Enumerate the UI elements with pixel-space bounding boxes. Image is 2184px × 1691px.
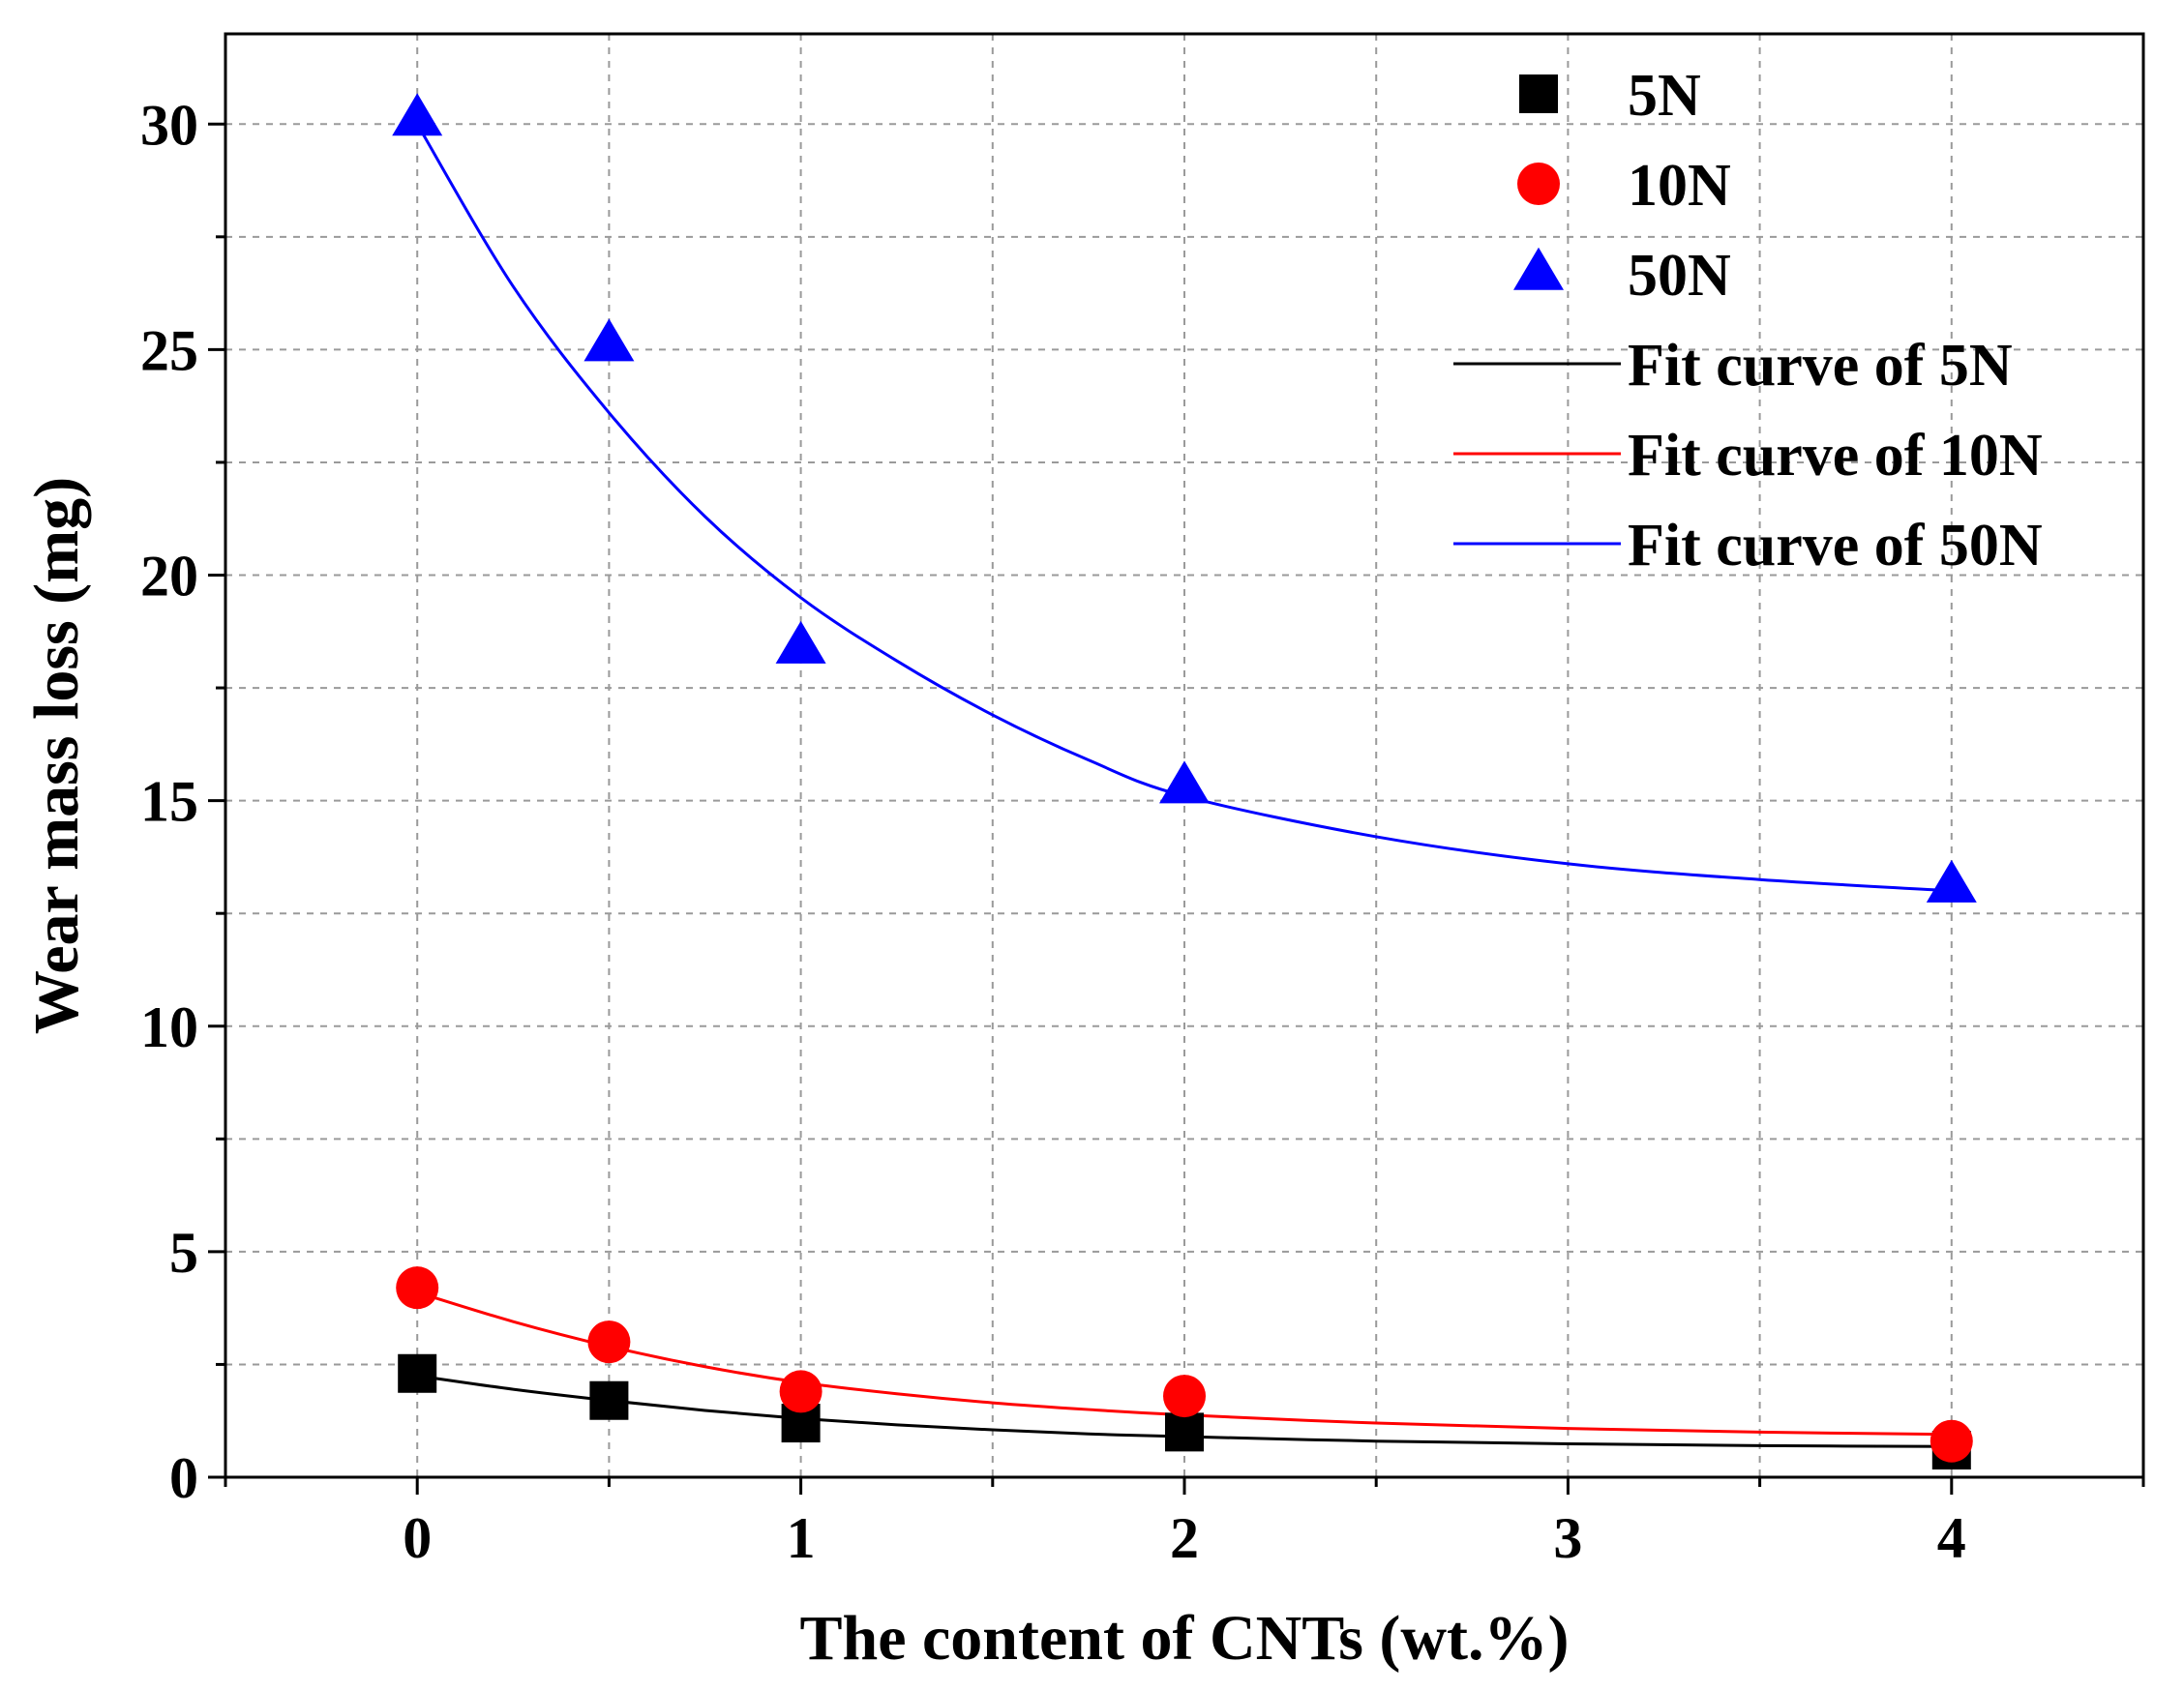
data-point-50n <box>392 93 443 136</box>
x-tick-label: 4 <box>1937 1506 1966 1570</box>
axis-ticks: 0 1 2 3 4 0 5 10 15 20 25 30 <box>140 93 2145 1570</box>
legend-label-fit-50n: Fit curve of 50N <box>1628 513 2043 578</box>
fit-curve-50n <box>415 123 1952 893</box>
data-point-5n <box>1165 1412 1204 1452</box>
legend-label-5n: 5N <box>1628 63 1701 129</box>
data-markers <box>392 93 1977 1470</box>
data-point-10n <box>779 1370 823 1413</box>
y-tick-label: 30 <box>140 93 198 157</box>
legend-marker-50n <box>1513 247 1564 290</box>
legend-label-10n: 10N <box>1628 153 1731 219</box>
legend-marker-10n <box>1517 163 1560 205</box>
grid-lines <box>225 34 2143 1477</box>
y-tick-label: 10 <box>140 995 198 1059</box>
data-point-50n <box>583 318 635 362</box>
legend: 5N 10N 50N Fit curve of 5N Fit curve of 10N F… <box>1453 63 2043 578</box>
legend-label-fit-10n: Fit curve of 10N <box>1628 423 2043 489</box>
data-point-10n <box>1163 1375 1206 1418</box>
data-point-50n <box>775 620 826 664</box>
x-tick-label: 3 <box>1553 1506 1582 1570</box>
legend-label-fit-5n: Fit curve of 5N <box>1628 333 2013 399</box>
data-point-50n <box>1926 859 1977 903</box>
y-tick-label: 15 <box>140 770 198 834</box>
legend-label-50n: 50N <box>1628 243 1731 309</box>
data-point-10n <box>1930 1419 1973 1463</box>
data-point-5n <box>398 1353 437 1393</box>
data-point-10n <box>587 1320 631 1364</box>
y-tick-label: 25 <box>140 318 198 382</box>
y-tick-label: 20 <box>140 545 198 608</box>
y-tick-label: 5 <box>169 1221 198 1285</box>
y-tick-label: 0 <box>169 1446 198 1510</box>
x-tick-label: 2 <box>1170 1506 1199 1570</box>
x-tick-label: 0 <box>403 1506 432 1570</box>
data-point-50n <box>1159 760 1210 804</box>
data-point-5n <box>589 1380 629 1420</box>
x-axis-title: The content of CNTs (wt.%) <box>799 1603 1569 1674</box>
y-axis-title: Wear mass loss (mg) <box>21 477 92 1034</box>
x-tick-label: 1 <box>787 1506 816 1570</box>
legend-marker-5n <box>1519 74 1558 113</box>
data-point-10n <box>396 1266 439 1310</box>
